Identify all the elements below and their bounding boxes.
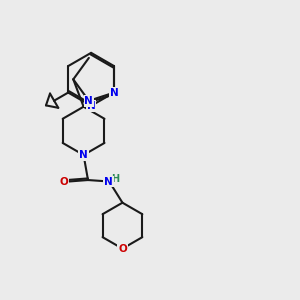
Text: N: N xyxy=(110,88,118,98)
Text: N: N xyxy=(79,150,88,160)
Text: O: O xyxy=(118,244,127,254)
Text: N: N xyxy=(85,96,93,106)
Text: O: O xyxy=(59,176,68,187)
Text: N: N xyxy=(104,176,113,187)
Text: N: N xyxy=(110,88,118,98)
Text: H: H xyxy=(112,174,120,184)
Text: N: N xyxy=(87,101,95,111)
